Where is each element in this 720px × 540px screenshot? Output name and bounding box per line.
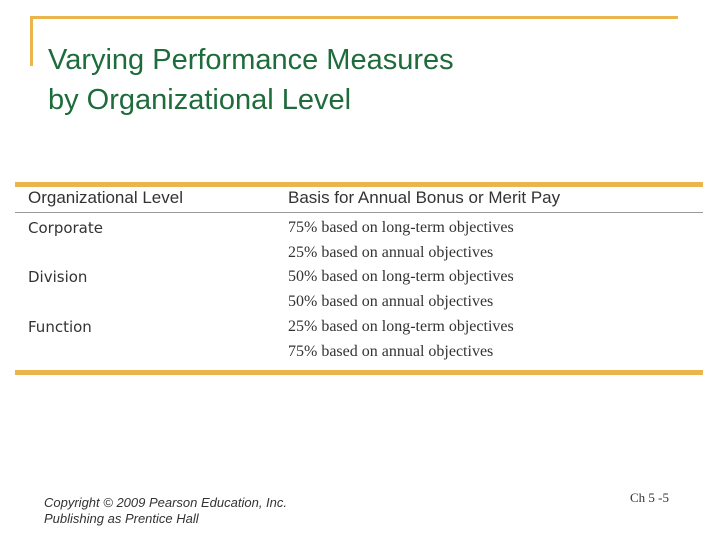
table-top-rule [15,182,703,187]
level-cell: Function [28,318,92,336]
basis-cell: 75% based on long-term objectives [288,219,514,236]
header-rule [15,212,703,213]
basis-cell: 25% based on long-term objectives [288,318,514,335]
basis-cell: 75% based on annual objectives [288,343,494,360]
frame-left [30,16,33,66]
level-cell: Division [28,268,88,286]
title-line: by Organizational Level [48,84,352,116]
header-cell: Basis for Annual Bonus or Merit Pay [288,188,561,207]
basis-cell: 50% based on long-term objectives [288,268,514,285]
header-cell: Organizational Level [28,188,183,207]
level-cell: Corporate [28,219,103,237]
basis-cell: 50% based on annual objectives [288,293,494,310]
page-number: Ch 5 -5 [630,490,669,505]
basis-cell: 25% based on annual objectives [288,244,494,261]
copyright: Publishing as Prentice Hall [44,511,199,526]
table-bottom-rule [15,370,703,375]
title-line: Varying Performance Measures [48,44,454,76]
frame-top [30,16,678,19]
copyright: Copyright © 2009 Pearson Education, Inc. [44,495,288,510]
